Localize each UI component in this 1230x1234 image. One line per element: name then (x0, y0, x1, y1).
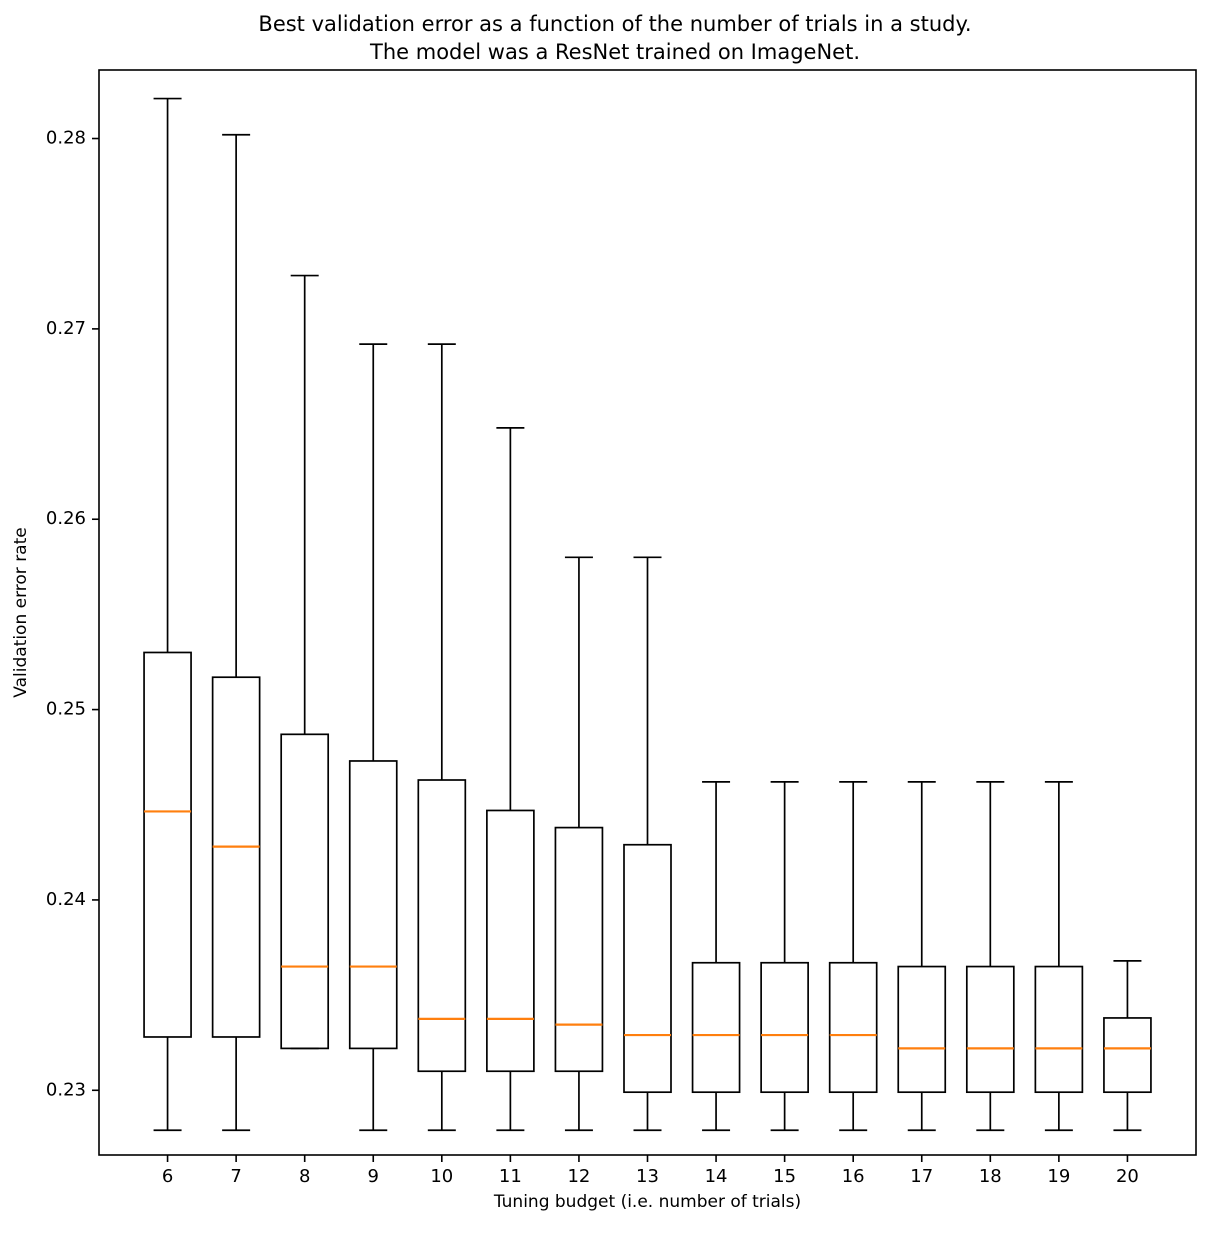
boxplot-item (828, 781, 878, 1132)
box-iqr (143, 651, 192, 1038)
x-tick-label: 15 (773, 1166, 796, 1187)
box-iqr (486, 809, 535, 1073)
box-iqr (897, 965, 947, 1094)
boxplot-item (897, 781, 947, 1132)
boxplot-item (486, 427, 535, 1132)
y-tick-label: 0.24 (46, 889, 86, 910)
boxplot-item (280, 274, 330, 1050)
boxplot-item (417, 343, 467, 1132)
y-tick-label: 0.23 (46, 1079, 86, 1100)
box-iqr (691, 961, 741, 1094)
x-tick-label: 16 (842, 1166, 865, 1187)
box-iqr (1103, 1017, 1152, 1094)
x-axis-label: Tuning budget (i.e. number of trials) (493, 1192, 801, 1212)
boxes-group (143, 97, 1152, 1132)
boxplot-item (1034, 781, 1084, 1132)
x-tick-label: 7 (230, 1166, 241, 1187)
chart-title: Best validation error as a function of t… (258, 12, 972, 65)
x-tick-label: 14 (705, 1166, 728, 1187)
box-iqr (554, 826, 604, 1073)
x-tick-label: 19 (1047, 1166, 1070, 1187)
x-tick-label: 11 (499, 1166, 522, 1187)
box-iqr (348, 760, 398, 1050)
box-iqr (623, 843, 672, 1094)
box-iqr (417, 779, 467, 1073)
y-tick-label: 0.28 (46, 128, 86, 149)
y-tick-label: 0.27 (46, 318, 86, 339)
y-tick-label: 0.26 (46, 508, 86, 529)
x-tick-label: 8 (299, 1166, 310, 1187)
x-tick-label: 6 (162, 1166, 173, 1187)
boxplot-item (760, 781, 809, 1132)
box-iqr (280, 733, 330, 1050)
x-tick-label: 10 (430, 1166, 453, 1187)
box-iqr (1034, 965, 1084, 1094)
boxplot-item (965, 781, 1015, 1132)
x-tick-label: 20 (1116, 1166, 1139, 1187)
boxplot-item (143, 97, 192, 1132)
x-tick-label: 9 (368, 1166, 379, 1187)
x-tick-label: 18 (979, 1166, 1002, 1187)
x-tick-label: 12 (567, 1166, 590, 1187)
box-iqr (760, 961, 809, 1094)
boxplot-item (211, 133, 261, 1132)
y-axis-label: Validation error rate (11, 527, 31, 697)
ticks-group: 0.23 0.24 0.25 0.26 0.27 0.28 6 7 8 9 10 11 12 13 14 15… (46, 128, 1139, 1187)
boxplot-item (1103, 959, 1152, 1132)
box-iqr (211, 676, 261, 1038)
boxplot-item (554, 556, 604, 1132)
axis-labels-group: Tuning budget (i.e. number of trials) Val… (11, 527, 801, 1212)
boxplot-item (348, 343, 398, 1132)
boxplot-item (623, 556, 672, 1132)
boxplot-item (691, 781, 741, 1132)
x-tick-label: 17 (910, 1166, 933, 1187)
y-tick-label: 0.25 (46, 699, 86, 720)
box-iqr (965, 965, 1015, 1094)
x-tick-label: 13 (636, 1166, 659, 1187)
box-iqr (828, 961, 878, 1094)
